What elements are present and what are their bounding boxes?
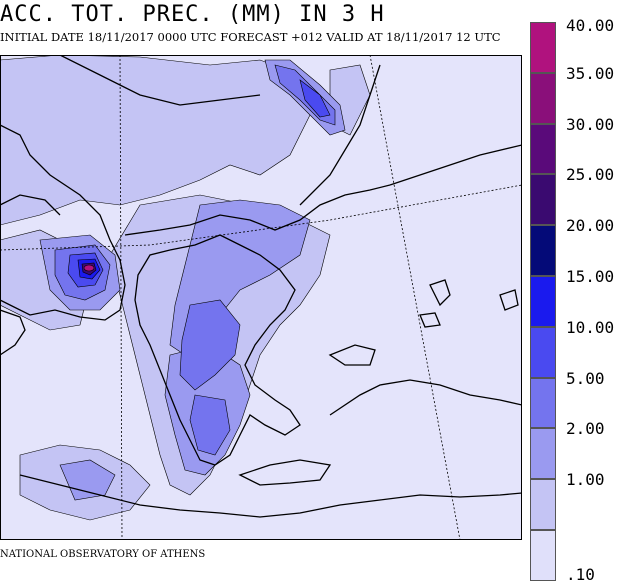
legend-swatch	[530, 123, 556, 175]
map-frame	[0, 55, 522, 540]
precipitation-map	[0, 55, 522, 540]
legend-swatch	[530, 225, 556, 276]
legend-label: 5.00	[566, 368, 605, 388]
legend-label: 15.00	[566, 267, 615, 286]
precip-field-peak	[77, 258, 101, 280]
coastlines	[0, 55, 522, 518]
legend-label: 1.00	[566, 470, 605, 490]
legend-label: 40.00	[566, 16, 615, 35]
legend-swatch	[530, 377, 556, 429]
legend-label: 35.00	[566, 63, 615, 83]
legend-swatch	[530, 428, 556, 480]
legend-swatch	[530, 22, 556, 73]
forecast-subtitle: INITIAL DATE 18/11/2017 0000 UTC FORECAS…	[0, 30, 501, 44]
legend-swatch	[530, 174, 556, 226]
legend-label: .10	[566, 564, 595, 584]
precipitation-legend: 40.00 35.00 30.00 25.00 20.00 15.00 10.00 5.00 2…	[530, 16, 644, 584]
legend-swatch	[530, 479, 556, 530]
legend-swatch	[530, 530, 556, 581]
legend-label: 20.00	[566, 216, 615, 236]
legend-swatch	[530, 72, 556, 124]
legend-label: 25.00	[566, 165, 615, 185]
legend-swatch	[530, 276, 556, 327]
map-title: ACC. TOT. PREC. (MM) IN 3 H	[0, 2, 385, 27]
legend-label: 30.00	[566, 114, 615, 134]
projection-gridlines	[0, 55, 522, 540]
legend-label: 2.00	[566, 419, 605, 439]
legend-label: 10.00	[566, 317, 615, 337]
legend-swatch	[530, 326, 556, 378]
footer-credit: NATIONAL OBSERVATORY OF ATHENS	[0, 549, 206, 560]
